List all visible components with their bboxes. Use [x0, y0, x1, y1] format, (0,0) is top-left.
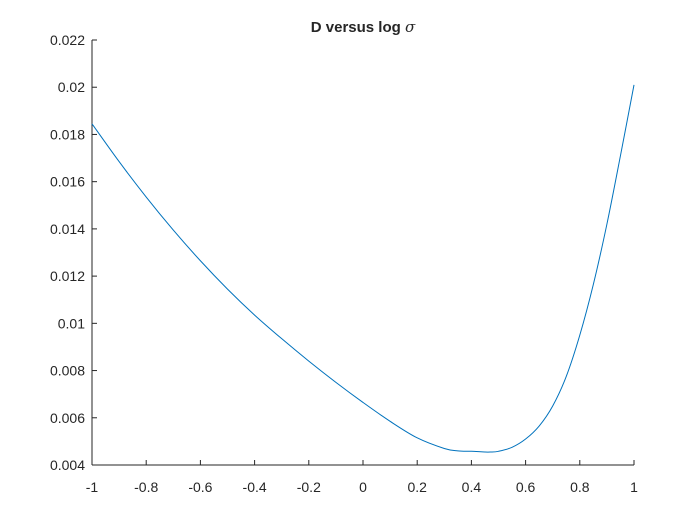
y-tick-label: 0.004 — [50, 457, 85, 473]
x-tick-label: 1 — [630, 479, 638, 495]
x-tick-label: -0.2 — [297, 479, 321, 495]
x-tick-label: -0.6 — [188, 479, 212, 495]
y-tick-label: 0.02 — [58, 79, 85, 95]
x-tick-label: -0.8 — [134, 479, 158, 495]
y-axis-ticks: 0.004 0.006 0.008 0.01 0.012 0.014 0.016 0.018 0… — [50, 32, 97, 473]
y-tick-label: 0.016 — [50, 174, 85, 190]
series-line — [91, 84, 635, 453]
x-tick-label: -0.4 — [243, 479, 267, 495]
chart-title-prefix: D versus log — [311, 19, 405, 36]
x-tick-label: 0.2 — [407, 479, 427, 495]
y-tick-label: 0.014 — [50, 221, 85, 237]
x-tick-label: 0.6 — [516, 479, 536, 495]
plot-area — [91, 84, 635, 453]
chart-title: D versus log σ — [311, 18, 416, 36]
x-tick-label: 0.4 — [462, 479, 482, 495]
y-tick-label: 0.01 — [58, 315, 85, 331]
y-tick-label: 0.018 — [50, 126, 85, 142]
x-axis-ticks: -1 -0.8 -0.6 -0.4 -0.2 0 0.2 0.4 0.6 0.8 1 — [86, 460, 638, 495]
x-tick-label: -1 — [86, 479, 99, 495]
y-tick-label: 0.006 — [50, 410, 85, 426]
x-tick-label: 0.8 — [570, 479, 590, 495]
x-tick-label: 0 — [359, 479, 367, 495]
y-tick-label: 0.012 — [50, 268, 85, 284]
y-tick-label: 0.022 — [50, 32, 85, 48]
chart-title-sigma: σ — [405, 18, 416, 36]
y-tick-label: 0.008 — [50, 363, 85, 379]
